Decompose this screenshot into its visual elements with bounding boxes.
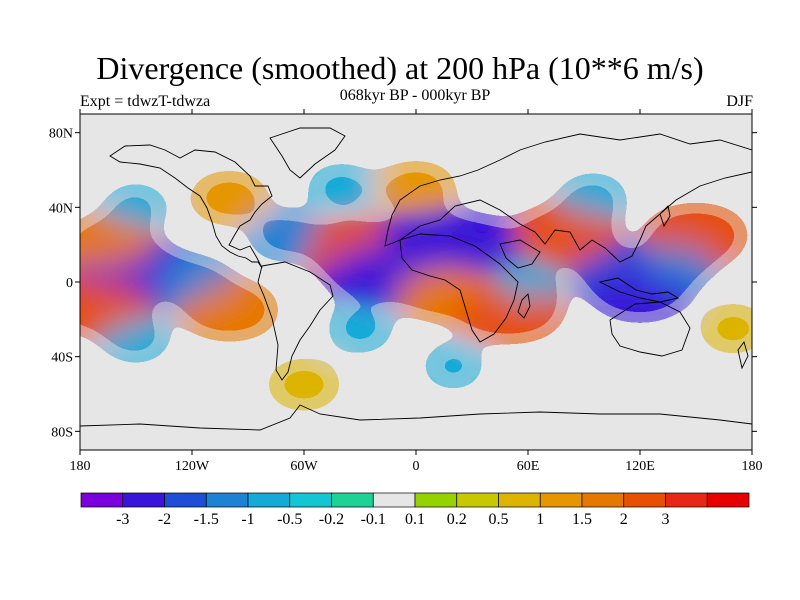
colorbar-label: 1 [536,511,544,528]
field-cell-26 [701,312,752,345]
colorbar-swatch [122,492,165,508]
coast-south-america [257,261,334,381]
colorbar-label: 1.5 [572,511,592,528]
coast-australia [609,301,691,357]
lat-label: 40N [49,201,73,216]
field-cell-27 [270,367,338,402]
colorbar-label: -3 [116,511,129,528]
field-cell-25 [425,351,482,381]
colorbar-label: 0.5 [489,511,509,528]
lon-label: 60E [517,459,540,474]
colorbar-swatch [498,492,541,508]
colorbar-swatch [581,492,625,508]
field-cell-7 [106,192,166,223]
colorbar-label: 0.1 [405,511,425,528]
coast-arabia [499,239,541,269]
colorbar-swatch [665,492,708,508]
lon-label: 120E [625,459,655,474]
field-cell-8 [251,218,320,253]
colorbar-label: 3 [662,511,670,528]
experiment-label: Expt = tdwzT-tdwza [80,93,211,110]
field-cell-21 [643,246,712,281]
colorbar-swatch [706,492,750,508]
colorbar-swatch [372,492,416,508]
coastlines [80,127,752,431]
coast-greenland [269,127,346,179]
lon-label: 180 [742,459,763,474]
chart-subtitle: 068kyr BP - 000kyr BP [339,87,491,104]
field-cell-5 [183,288,276,332]
lat-label: 80N [49,127,73,142]
colorbar-swatch [247,492,291,508]
field-cell-16 [496,266,560,298]
colorbar-swatch [456,492,499,508]
field-cell-22 [561,182,625,214]
divergence-field [80,170,752,402]
latitude-axis: 80N 40N 0 40S 80S [49,127,757,440]
field-cell-6 [192,180,266,216]
lat-label: 40S [51,351,73,366]
coast-eurasia [384,133,752,263]
lon-label: 120W [175,459,210,474]
longitude-axis: 180 120W 60W 0 60E 120E 180 [70,109,763,474]
colorbar-swatch [164,492,207,508]
lon-label: 180 [70,459,91,474]
coast-antarctica [80,404,752,431]
coast-madagascar [517,293,531,319]
colorbar-swatch [414,492,458,508]
colorbar-swatch [539,492,583,508]
coast-africa [399,233,519,343]
colorbar-label: 2 [620,511,628,528]
field-cell-4 [104,322,168,354]
coast-indonesia [598,277,680,303]
field-cell-11 [309,172,373,205]
colorbar-label: -1.5 [194,511,219,528]
colorbar-swatch [80,492,124,508]
field-cell-3 [80,223,152,266]
lat-label: 0 [66,276,73,291]
colorbar-swatch [331,492,374,508]
coast-new-zealand [737,341,749,370]
colorbar-label: -0.1 [361,511,386,528]
colorbar-swatch [205,492,249,508]
chart-title: Divergence (smoothed) at 200 hPa (10**6 … [96,50,704,86]
colorbar-swatch [623,492,666,508]
colorbar-label: -2 [158,511,171,528]
lon-label: 60W [290,459,318,474]
colorbar-label: -1 [241,511,254,528]
lon-label: 0 [413,459,420,474]
colorbar: -3 -2 -1.5 -1 -0.5 -0.2 -0.1 0.1 0.2 0.5 1 1.5 2 3 [80,492,750,528]
coast-japan [659,205,671,228]
field-cell-2 [80,281,148,328]
colorbar-label: 0.2 [447,511,467,528]
lat-label: 80S [51,425,73,440]
field-cell-24 [329,313,391,345]
colorbar-swatch [289,492,332,508]
colorbar-label: -0.2 [319,511,344,528]
season-label: DJF [726,93,753,110]
colorbar-label: -0.5 [277,511,302,528]
coast-north-america [109,144,273,269]
field-cell-17 [515,211,615,259]
